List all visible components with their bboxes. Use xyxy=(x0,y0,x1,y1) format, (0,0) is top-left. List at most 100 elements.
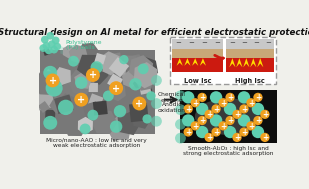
Polygon shape xyxy=(176,58,183,66)
Text: Micro/nano-AAO : low Isc and very: Micro/nano-AAO : low Isc and very xyxy=(46,138,147,143)
Circle shape xyxy=(211,104,221,114)
Circle shape xyxy=(197,93,207,102)
Text: strong electrostatic adsorption: strong electrostatic adsorption xyxy=(183,150,274,156)
Circle shape xyxy=(196,103,208,115)
Text: +: + xyxy=(227,116,233,125)
Circle shape xyxy=(184,104,193,114)
Text: Polystyrene
(PS) balls: Polystyrene (PS) balls xyxy=(66,40,102,50)
Polygon shape xyxy=(243,58,249,67)
Text: +: + xyxy=(262,133,268,142)
Circle shape xyxy=(205,110,214,119)
Text: +: + xyxy=(192,122,198,131)
Circle shape xyxy=(253,93,263,102)
Circle shape xyxy=(218,98,228,107)
Text: +: + xyxy=(89,70,97,81)
Text: +: + xyxy=(49,76,57,86)
Polygon shape xyxy=(184,58,191,66)
Bar xyxy=(226,49,274,58)
Text: +: + xyxy=(255,116,261,125)
Bar xyxy=(172,39,223,49)
Circle shape xyxy=(132,97,146,110)
Circle shape xyxy=(260,110,269,119)
Circle shape xyxy=(210,114,222,127)
Text: Chemical
etching: Chemical etching xyxy=(158,92,186,103)
Circle shape xyxy=(239,127,249,137)
Circle shape xyxy=(191,98,200,107)
Text: −: − xyxy=(175,40,181,46)
Text: +: + xyxy=(255,93,261,102)
Text: +: + xyxy=(241,128,247,137)
Circle shape xyxy=(146,91,156,100)
Polygon shape xyxy=(229,58,235,67)
Text: −: − xyxy=(201,40,207,46)
Text: +: + xyxy=(248,99,254,108)
FancyBboxPatch shape xyxy=(170,36,276,84)
Text: +: + xyxy=(227,93,233,102)
Text: +: + xyxy=(213,105,219,114)
Circle shape xyxy=(87,110,98,120)
Circle shape xyxy=(74,93,88,107)
Circle shape xyxy=(46,74,60,87)
Circle shape xyxy=(224,126,236,138)
Circle shape xyxy=(91,61,103,74)
Circle shape xyxy=(191,121,200,130)
Circle shape xyxy=(110,120,122,133)
Polygon shape xyxy=(200,58,206,66)
Circle shape xyxy=(103,91,114,101)
Circle shape xyxy=(142,114,152,124)
Bar xyxy=(180,91,277,143)
Circle shape xyxy=(238,91,250,104)
Circle shape xyxy=(239,104,249,114)
Circle shape xyxy=(45,46,53,54)
Circle shape xyxy=(224,103,236,115)
Circle shape xyxy=(246,98,256,107)
Text: Anodic
oxidation: Anodic oxidation xyxy=(158,102,186,113)
Circle shape xyxy=(138,64,149,74)
Text: +: + xyxy=(77,95,85,105)
Text: +: + xyxy=(248,122,254,131)
Circle shape xyxy=(43,66,57,80)
Text: −: − xyxy=(253,40,259,46)
Text: Smooth-Al₂O₃ : high Isc and: Smooth-Al₂O₃ : high Isc and xyxy=(188,146,269,151)
Circle shape xyxy=(260,133,269,142)
Circle shape xyxy=(151,116,162,127)
Polygon shape xyxy=(236,58,243,67)
Circle shape xyxy=(246,121,256,130)
Text: +: + xyxy=(206,110,212,119)
Text: +: + xyxy=(262,110,268,119)
Circle shape xyxy=(58,100,74,115)
Bar xyxy=(172,49,223,58)
Circle shape xyxy=(40,44,47,52)
Polygon shape xyxy=(257,58,263,67)
Text: +: + xyxy=(234,133,240,142)
Circle shape xyxy=(151,75,162,86)
Circle shape xyxy=(182,114,194,127)
Circle shape xyxy=(52,36,60,44)
Circle shape xyxy=(218,121,228,130)
Polygon shape xyxy=(192,58,198,66)
Circle shape xyxy=(50,46,58,53)
Text: +: + xyxy=(241,105,247,114)
Circle shape xyxy=(182,91,194,104)
Text: +: + xyxy=(112,84,120,94)
Text: +: + xyxy=(192,99,198,108)
Circle shape xyxy=(119,55,129,64)
Circle shape xyxy=(175,104,186,115)
Circle shape xyxy=(238,114,250,127)
Text: +: + xyxy=(220,122,226,131)
Circle shape xyxy=(114,105,126,117)
Text: +: + xyxy=(135,99,143,109)
Circle shape xyxy=(46,32,54,40)
Circle shape xyxy=(252,126,264,138)
Circle shape xyxy=(86,68,100,82)
Circle shape xyxy=(68,56,79,67)
Circle shape xyxy=(109,81,123,95)
Text: +: + xyxy=(206,133,212,142)
Circle shape xyxy=(48,40,56,48)
Text: +: + xyxy=(199,93,205,102)
Circle shape xyxy=(43,42,50,50)
Circle shape xyxy=(211,127,221,137)
Circle shape xyxy=(205,133,214,142)
Polygon shape xyxy=(250,58,256,67)
Text: High Isc: High Isc xyxy=(235,78,265,84)
